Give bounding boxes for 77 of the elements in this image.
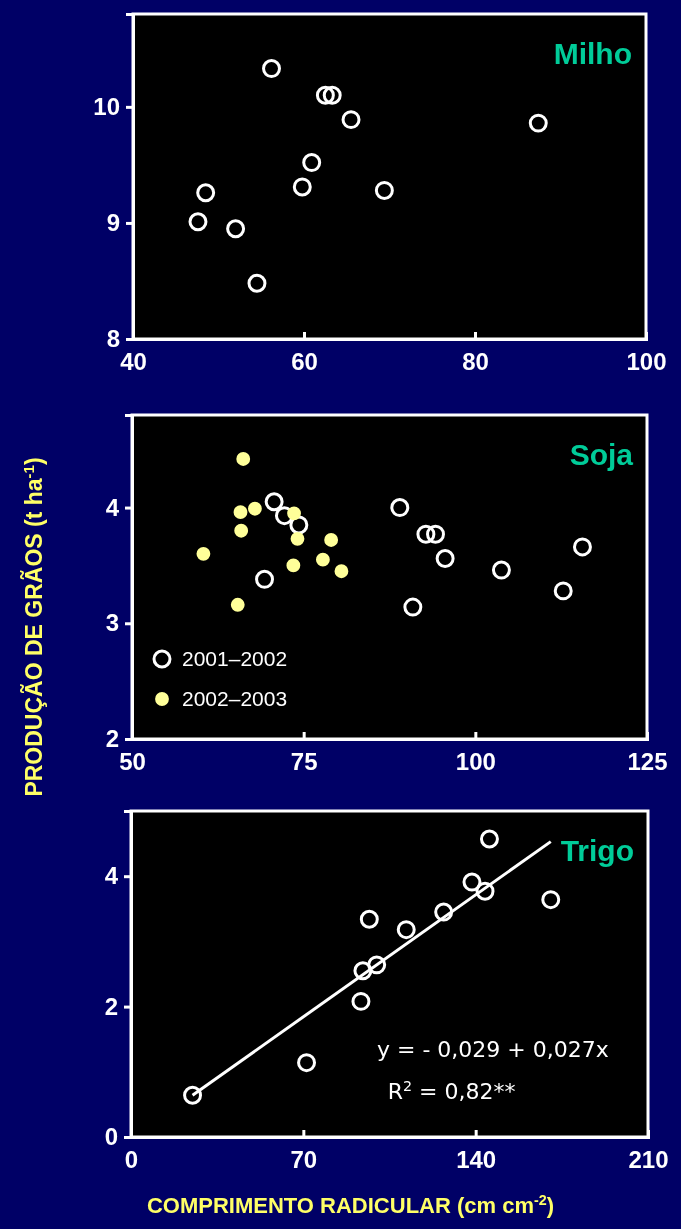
point	[572, 537, 592, 557]
legend-label: 2002–2003	[182, 687, 288, 711]
x-tick-label: 60	[291, 348, 318, 376]
point	[322, 85, 342, 105]
point	[374, 180, 394, 200]
y-tick-label: 2	[105, 725, 119, 753]
point	[264, 492, 284, 512]
x-tick-label: 140	[456, 1146, 497, 1174]
point	[324, 533, 339, 547]
point	[396, 920, 416, 940]
point	[353, 961, 373, 981]
point	[315, 552, 330, 567]
point	[292, 177, 312, 197]
point	[233, 505, 248, 520]
point	[479, 829, 499, 849]
x-tick-label: 100	[626, 348, 667, 376]
point	[390, 498, 410, 518]
x-tick-label: 70	[290, 1146, 318, 1174]
y-tick-label: 2	[104, 992, 118, 1020]
x-tick-label: 50	[119, 748, 146, 776]
point	[403, 597, 423, 617]
point	[226, 219, 246, 239]
point	[255, 569, 275, 589]
x-tick-label: 210	[628, 1146, 669, 1174]
annotation: R$^{2}$ = 0,82**	[387, 1078, 516, 1104]
x-tick-label: 0	[124, 1146, 139, 1174]
point	[230, 597, 245, 612]
text: Trigo	[560, 834, 634, 867]
point	[315, 85, 335, 105]
y-tick-label: 8	[106, 325, 120, 353]
x-tick-label: 100	[455, 748, 496, 776]
point	[359, 909, 379, 929]
legend-label: 2001–2002	[182, 647, 288, 671]
point	[234, 523, 249, 538]
point	[475, 881, 495, 901]
point	[196, 183, 216, 203]
x-tick-label: 40	[120, 348, 147, 376]
point	[287, 506, 301, 521]
x-axis-title: COMPRIMENTO RADICULAR (cm cm$^{-2}$)	[146, 1192, 555, 1218]
annotation: y = - 0,029 + 0,027x	[377, 1037, 609, 1062]
point	[541, 890, 561, 910]
point	[290, 531, 305, 546]
point	[302, 153, 322, 173]
point	[188, 212, 208, 232]
point	[262, 59, 281, 79]
point	[196, 546, 211, 561]
point	[236, 452, 251, 466]
point	[286, 558, 301, 573]
y-tick-label: 4	[105, 493, 120, 521]
point	[351, 991, 371, 1011]
x-tick-label: 80	[462, 348, 489, 376]
point	[435, 549, 455, 568]
point	[367, 955, 387, 975]
y-tick-label: 0	[104, 1123, 118, 1151]
point	[462, 872, 482, 892]
x-tick-label: 75	[290, 748, 318, 776]
point	[274, 506, 294, 526]
point	[416, 524, 436, 544]
x-tick-label: 125	[627, 748, 668, 776]
point	[491, 560, 511, 580]
y-tick-label: 9	[106, 209, 120, 237]
y-tick-label: 10	[93, 93, 120, 121]
text: Soja	[569, 438, 634, 471]
point	[289, 515, 309, 535]
y-tick-label: 4	[104, 862, 119, 890]
point	[297, 1053, 317, 1073]
point	[248, 501, 262, 516]
text: Milho	[553, 37, 632, 70]
y-tick-label: 3	[105, 609, 119, 637]
point	[183, 1085, 203, 1105]
point	[528, 113, 548, 133]
point	[434, 902, 454, 922]
point	[426, 524, 445, 544]
point	[341, 110, 361, 130]
point	[553, 581, 573, 601]
point	[334, 564, 349, 579]
point	[247, 273, 267, 293]
